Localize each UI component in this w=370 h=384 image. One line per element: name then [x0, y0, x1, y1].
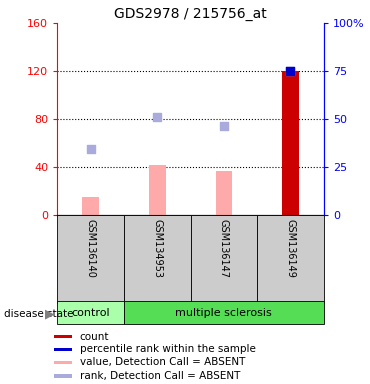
Bar	[57, 215, 124, 303]
Bar	[282, 71, 299, 215]
Text: ▶: ▶	[45, 307, 55, 320]
Text: GSM136140: GSM136140	[85, 220, 96, 278]
Text: rank, Detection Call = ABSENT: rank, Detection Call = ABSENT	[80, 371, 240, 381]
Bar	[282, 71, 299, 215]
Bar	[257, 215, 324, 303]
Text: value, Detection Call = ABSENT: value, Detection Call = ABSENT	[80, 357, 245, 367]
Bar	[191, 215, 257, 303]
Bar	[54, 361, 72, 364]
Point	[154, 114, 160, 120]
Text: GSM136147: GSM136147	[219, 220, 229, 278]
Text: multiple sclerosis: multiple sclerosis	[175, 308, 272, 318]
Point	[88, 146, 94, 152]
Bar	[124, 301, 324, 324]
Text: GSM134953: GSM134953	[152, 220, 162, 278]
Text: count: count	[80, 332, 109, 342]
Title: GDS2978 / 215756_at: GDS2978 / 215756_at	[114, 7, 267, 21]
Bar	[149, 165, 166, 215]
Bar	[83, 197, 99, 215]
Bar	[54, 374, 72, 377]
Bar	[124, 215, 191, 303]
Text: control: control	[71, 308, 110, 318]
Bar	[54, 335, 72, 338]
Text: disease state: disease state	[4, 309, 73, 319]
Bar	[54, 348, 72, 351]
Point	[287, 68, 293, 74]
Bar	[57, 301, 124, 324]
Point	[287, 68, 293, 74]
Text: percentile rank within the sample: percentile rank within the sample	[80, 344, 255, 354]
Point	[221, 123, 227, 129]
Bar	[215, 170, 232, 215]
Text: GSM136149: GSM136149	[285, 220, 296, 278]
